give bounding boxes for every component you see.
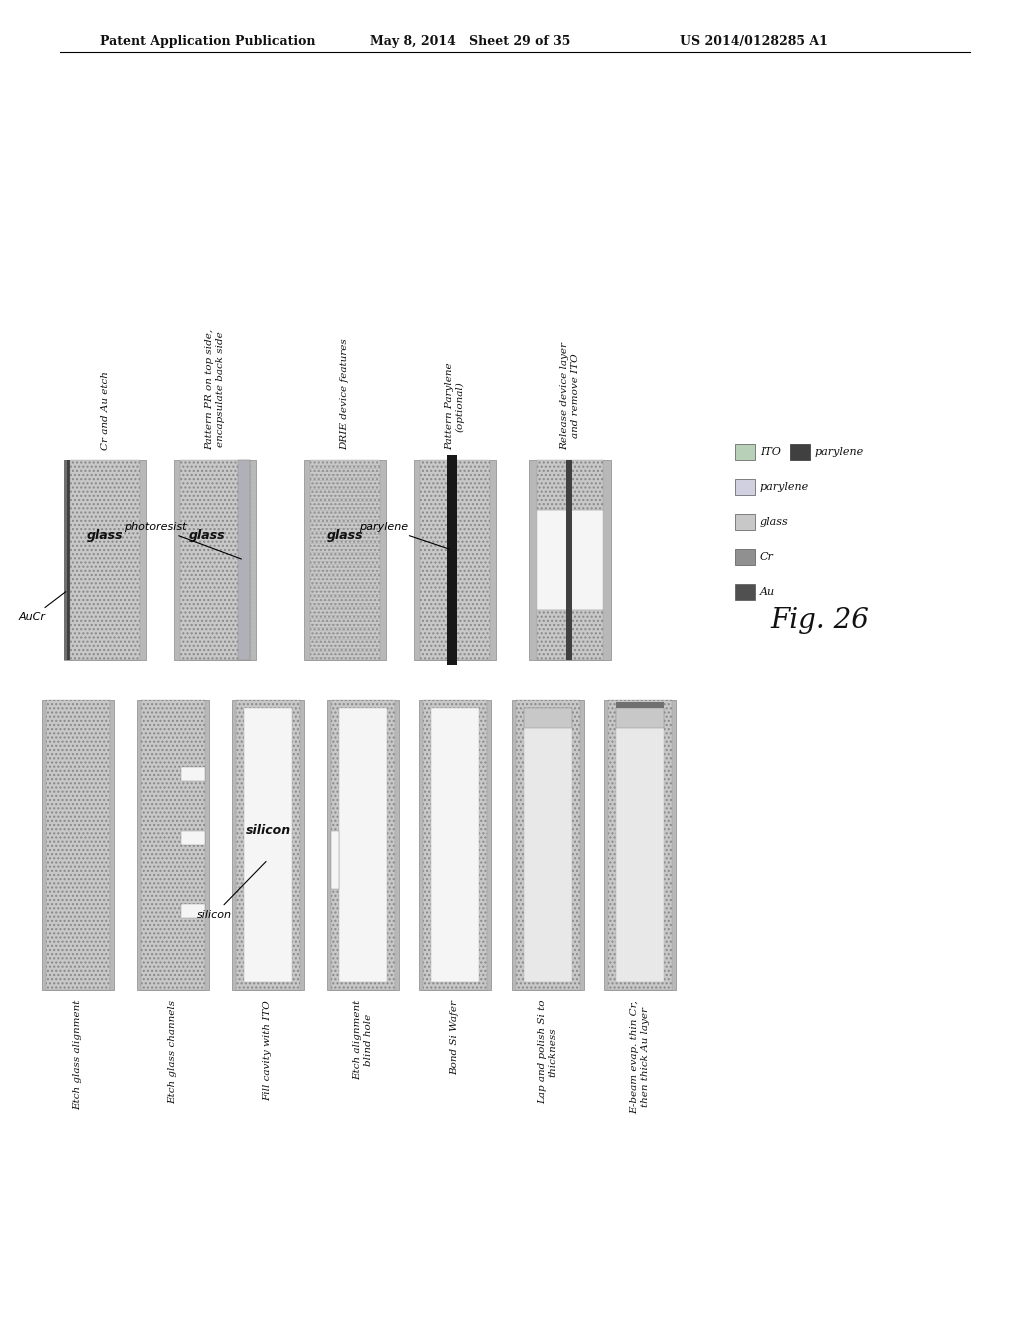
Bar [67,459,70,660]
Bar [174,459,256,660]
Bar [181,903,205,917]
Text: glass: glass [327,529,364,543]
Bar [42,700,114,990]
Bar [46,700,110,990]
Text: Etch glass alignment: Etch glass alignment [74,1001,83,1110]
Bar [735,479,755,495]
Bar [537,610,603,660]
Bar [608,700,672,990]
Bar [327,700,399,990]
Bar [141,700,205,990]
Bar [447,455,457,665]
Text: glass: glass [188,529,225,543]
Bar [735,444,755,459]
Text: glass: glass [760,517,788,527]
Bar [790,444,810,459]
Bar [70,459,140,660]
Text: Patent Application Publication: Patent Application Publication [100,36,315,48]
Text: parylene: parylene [760,482,809,492]
Bar [529,459,611,660]
Bar [537,510,603,610]
Text: E-beam evap. thin Cr,
then thick Au layer: E-beam evap. thin Cr, then thick Au laye… [631,1001,649,1114]
Text: silicon: silicon [197,862,266,920]
Text: May 8, 2014   Sheet 29 of 35: May 8, 2014 Sheet 29 of 35 [370,36,570,48]
Bar [310,459,380,660]
Bar [137,700,209,990]
Bar [616,708,664,982]
Bar [431,708,479,982]
Bar [331,830,339,888]
Bar [339,708,387,982]
Bar [616,702,664,708]
Text: Release device layer
and remove ITO: Release device layer and remove ITO [560,342,580,450]
Text: Pattern PR on top side,
encapsulate back side: Pattern PR on top side, encapsulate back… [205,329,224,450]
Bar [70,459,140,660]
Bar [181,767,205,781]
Bar [304,459,386,660]
Text: Etch alignment
blind hole: Etch alignment blind hole [353,1001,373,1080]
Bar [419,700,490,990]
Bar [524,708,572,982]
Text: photoresist: photoresist [124,521,242,560]
Bar [181,832,205,845]
Text: Cr: Cr [760,552,774,562]
Text: Au: Au [760,587,775,597]
Text: Pattern Parylene
(optional): Pattern Parylene (optional) [445,363,465,450]
Bar [423,700,487,990]
Text: Lap and polish Si to
thickness: Lap and polish Si to thickness [539,1001,558,1105]
Bar [735,513,755,531]
Text: Bond Si Wafer: Bond Si Wafer [451,1001,460,1074]
Text: AuCr: AuCr [19,591,66,622]
Bar [238,459,250,660]
Text: Fill cavity with ITO: Fill cavity with ITO [263,1001,272,1101]
Bar [244,708,292,982]
Text: glass: glass [87,529,123,543]
Text: ITO: ITO [760,447,781,457]
Bar [180,459,250,660]
Bar [180,459,250,660]
Text: Cr and Au etch: Cr and Au etch [100,371,110,450]
Bar [616,708,664,729]
Text: silicon: silicon [246,824,291,837]
Bar [537,459,603,510]
Bar [232,700,304,990]
Bar [63,459,146,660]
Bar [63,459,67,660]
Bar [331,700,395,990]
Bar [236,700,300,990]
Text: US 2014/0128285 A1: US 2014/0128285 A1 [680,36,827,48]
Text: DRIE device features: DRIE device features [341,338,349,450]
Bar [566,459,572,660]
Bar [735,549,755,565]
Text: Fig. 26: Fig. 26 [770,606,869,634]
Bar [420,459,490,660]
Bar [414,459,496,660]
Bar [604,700,676,990]
Bar [516,700,580,990]
Bar [310,459,380,660]
Bar [420,459,490,660]
Bar [512,700,584,990]
Bar [735,583,755,601]
Text: parylene: parylene [359,521,450,549]
Text: Etch glass channels: Etch glass channels [169,1001,177,1104]
Bar [524,708,572,729]
Text: parylene: parylene [815,447,864,457]
